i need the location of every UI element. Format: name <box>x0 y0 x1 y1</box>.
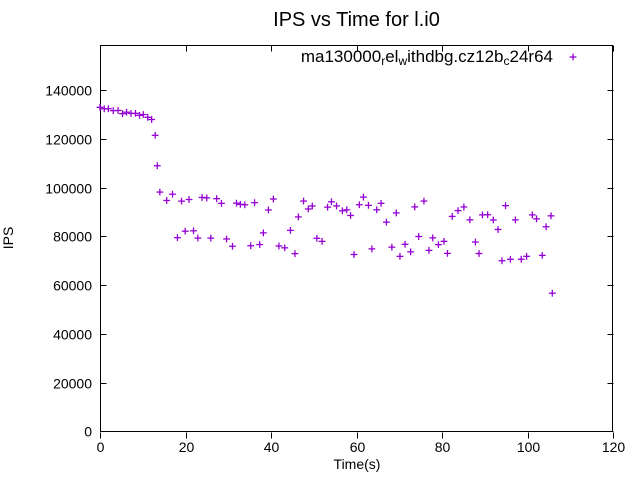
svg-text:120: 120 <box>602 439 626 455</box>
svg-text:100: 100 <box>517 439 541 455</box>
svg-text:Time(s): Time(s) <box>334 456 381 472</box>
svg-text:IPS vs Time for l.i0: IPS vs Time for l.i0 <box>273 9 440 31</box>
svg-text:60000: 60000 <box>53 278 92 294</box>
svg-text:100000: 100000 <box>45 181 92 197</box>
svg-text:IPS: IPS <box>0 227 16 250</box>
svg-text:140000: 140000 <box>45 83 92 99</box>
svg-text:20000: 20000 <box>53 376 92 392</box>
svg-text:80: 80 <box>435 439 451 455</box>
svg-text:0: 0 <box>84 424 92 440</box>
svg-text:ma130000relwithdbg.cz12bc24r64: ma130000relwithdbg.cz12bc24r64 <box>301 47 553 68</box>
svg-text:0: 0 <box>97 439 105 455</box>
svg-text:60: 60 <box>350 439 366 455</box>
svg-text:120000: 120000 <box>45 132 92 148</box>
svg-text:40000: 40000 <box>53 327 92 343</box>
svg-text:40: 40 <box>264 439 280 455</box>
svg-text:80000: 80000 <box>53 229 92 245</box>
svg-text:20: 20 <box>179 439 195 455</box>
